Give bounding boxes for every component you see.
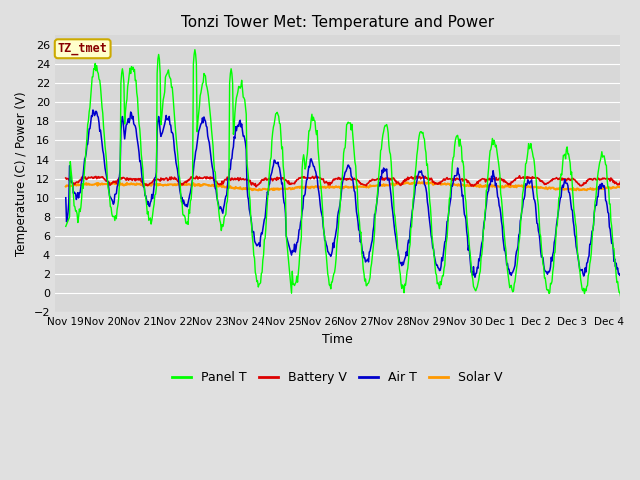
- Line: Solar V: Solar V: [66, 182, 640, 191]
- Panel T: [617, 294, 625, 300]
- Solar V: [288, 186, 296, 192]
- Air T: [237, 124, 244, 130]
- Title: Tonzi Tower Met: Temperature and Power: Tonzi Tower Met: Temperature and Power: [180, 15, 494, 30]
- Solar V: [266, 187, 273, 192]
- Air T: [449, 183, 456, 189]
- Solar V: [411, 179, 419, 185]
- Panel T: [288, 290, 296, 296]
- Air T: [62, 195, 70, 201]
- Line: Air T: Air T: [66, 110, 640, 277]
- Panel T: [62, 224, 70, 229]
- Battery V: [516, 173, 524, 179]
- Air T: [89, 107, 97, 113]
- Text: TZ_tmet: TZ_tmet: [58, 42, 108, 55]
- Battery V: [449, 176, 456, 181]
- Panel T: [237, 84, 244, 89]
- Solar V: [449, 182, 457, 188]
- Battery V: [416, 174, 424, 180]
- Panel T: [416, 130, 424, 135]
- Legend: Panel T, Battery V, Air T, Solar V: Panel T, Battery V, Air T, Solar V: [167, 366, 508, 389]
- Solar V: [236, 184, 244, 190]
- Air T: [288, 252, 296, 258]
- Panel T: [130, 69, 138, 74]
- Solar V: [255, 188, 262, 193]
- Solar V: [130, 181, 138, 187]
- Panel T: [191, 47, 199, 52]
- X-axis label: Time: Time: [322, 333, 353, 346]
- Air T: [266, 181, 273, 187]
- Battery V: [266, 176, 273, 181]
- Battery V: [130, 176, 138, 182]
- Battery V: [62, 175, 70, 181]
- Air T: [416, 168, 424, 174]
- Battery V: [236, 175, 244, 181]
- Line: Panel T: Panel T: [66, 49, 640, 297]
- Air T: [471, 275, 479, 280]
- Panel T: [266, 166, 273, 172]
- Air T: [131, 122, 138, 128]
- Panel T: [449, 160, 456, 166]
- Battery V: [252, 184, 260, 190]
- Y-axis label: Temperature (C) / Power (V): Temperature (C) / Power (V): [15, 92, 28, 256]
- Solar V: [417, 180, 424, 186]
- Solar V: [62, 184, 70, 190]
- Battery V: [288, 180, 296, 186]
- Line: Battery V: Battery V: [66, 176, 640, 187]
